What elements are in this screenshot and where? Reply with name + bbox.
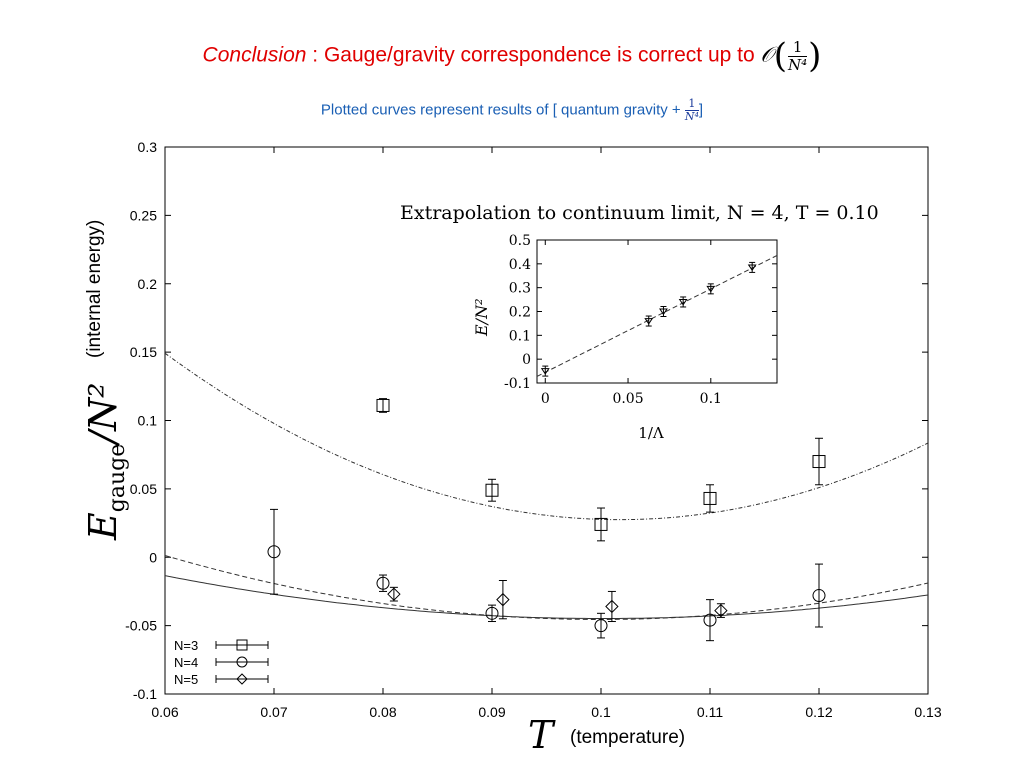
y-tick-label: 0.2 [138, 276, 158, 292]
data-point-diamond [387, 587, 401, 601]
data-point-circle [703, 613, 717, 627]
inset-x-tick-label: 0.1 [700, 391, 722, 407]
x-tick-label: 0.06 [151, 704, 178, 720]
y-tick-label: 0.15 [130, 344, 157, 360]
inset-y-tick-label: -0.1 [504, 376, 531, 392]
subtitle-fraction: 1 N⁴ [684, 98, 699, 123]
order-fraction: 1 N⁴ [788, 38, 808, 74]
x-tick-label: 0.13 [914, 704, 941, 720]
data-point-square [485, 483, 499, 497]
x-tick-label: 0.08 [369, 704, 396, 720]
inset-y-tick-label: 0.1 [509, 328, 531, 344]
data-point-square [703, 491, 717, 505]
subtitle-fraction-num: 1 [684, 98, 699, 111]
inset-plot-frame [536, 239, 778, 384]
x-tick-label: 0.11 [697, 704, 723, 720]
legend-marker-circle [236, 656, 248, 668]
inset-y-tick-label: 0.2 [509, 305, 531, 321]
inset-y-axis-label: E/N² [472, 299, 491, 337]
order-open-paren: ( [773, 36, 788, 76]
legend-marker-square [236, 639, 248, 651]
order-symbol: 𝒪 [760, 42, 774, 67]
fit-curve-series-1 [165, 555, 928, 620]
inset-data-point [747, 264, 757, 272]
legend-label: N=4 [174, 655, 198, 670]
inset-data-point [706, 285, 716, 293]
x-tick-label: 0.1 [591, 704, 611, 720]
data-point-circle [485, 606, 499, 620]
legend-label: N=5 [174, 672, 198, 687]
conclusion-text: : Gauge/gravity correspondence is correc… [306, 43, 761, 67]
y-tick-label: -0.1 [133, 686, 157, 702]
order-fraction-den: N⁴ [788, 55, 808, 74]
order-fraction-num: 1 [788, 38, 808, 57]
inset-x-axis-label: 1/Λ [638, 424, 664, 442]
x-axis-note: (temperature) [570, 727, 686, 748]
data-point-square [594, 517, 608, 531]
inset-data-point [678, 299, 688, 306]
y-axis-note: (internal energy) [84, 219, 105, 358]
x-tick-label: 0.09 [478, 704, 505, 720]
inset-y-tick-label: 0.5 [509, 233, 531, 249]
inset-title: Extrapolation to continuum limit, N = 4,… [400, 202, 879, 224]
inset-x-tick-label: 0 [541, 391, 550, 407]
inset-title-bg [396, 196, 912, 226]
order-close-paren: ) [808, 36, 822, 76]
y-tick-label: 0.3 [138, 139, 158, 155]
y-tick-label: 0.1 [138, 413, 158, 429]
inset-data-point [644, 318, 654, 325]
y-axis-label: Egauge/N² [81, 382, 130, 541]
data-point-circle [376, 576, 390, 590]
data-point-diamond [605, 599, 619, 614]
data-point-square [812, 455, 826, 469]
slide-title: Conclusion : Gauge/gravity correspondenc… [0, 36, 1024, 76]
data-point-diamond [714, 603, 728, 618]
inset-data-point [540, 368, 550, 375]
data-point-circle [594, 619, 608, 633]
inset-y-tick-label: 0.4 [509, 257, 531, 273]
inset-y-tick-label: 0.3 [509, 281, 531, 297]
data-point-square [376, 398, 390, 412]
slide-subtitle: Plotted curves represent results of [ qu… [0, 98, 1024, 123]
data-point-circle [812, 589, 826, 603]
subtitle-fraction-den: N⁴ [684, 110, 699, 123]
y-tick-label: 0.25 [130, 207, 157, 223]
x-tick-label: 0.12 [805, 704, 832, 720]
data-point-diamond [496, 592, 510, 607]
main-curves [165, 352, 928, 620]
x-tick-label: 0.07 [260, 704, 287, 720]
inset-x-tick-label: 0.05 [612, 391, 643, 407]
inset-fit-line [537, 255, 777, 377]
fit-curve-extra-0 [165, 575, 928, 619]
inset-y-tick-label: 0 [522, 352, 531, 368]
fit-curve-series-0 [165, 352, 928, 521]
y-tick-label: 0.05 [130, 481, 157, 497]
data-point-circle [267, 545, 281, 559]
y-tick-label: 0 [149, 549, 157, 565]
x-axis-label: T [528, 713, 556, 757]
legend-marker-diamond [236, 673, 248, 685]
inset-data-point [659, 308, 668, 316]
subtitle-text: Plotted curves represent results of [ qu… [320, 101, 685, 119]
subtitle-close: ] [698, 101, 704, 119]
conclusion-word: Conclusion [202, 43, 307, 67]
main-plot-frame [164, 146, 929, 695]
y-tick-label: -0.05 [125, 618, 157, 634]
legend-label: N=3 [174, 638, 198, 653]
